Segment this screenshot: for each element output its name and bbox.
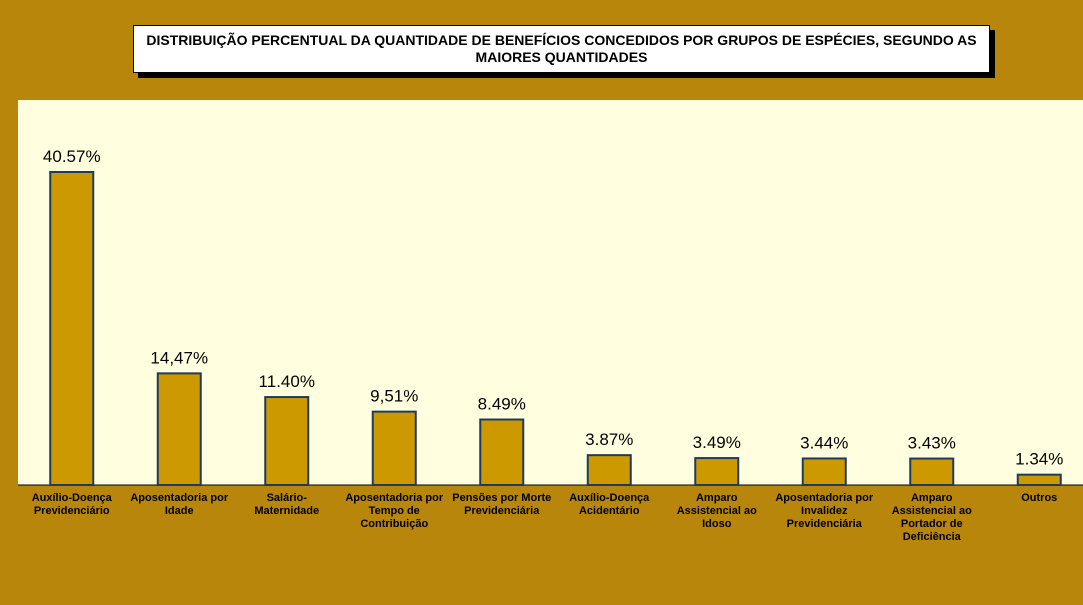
data-label: 3.87%	[585, 430, 633, 449]
bar	[586, 454, 632, 487]
bar	[479, 418, 525, 487]
bar	[156, 372, 202, 486]
data-label: 8.49%	[478, 394, 526, 413]
data-label: 11.40%	[259, 372, 315, 391]
x-tick-label: Pensões por Morte Previdenciária	[452, 492, 552, 517]
data-label: 9,51%	[370, 387, 418, 406]
bar	[694, 457, 740, 486]
data-label: 40.57%	[43, 147, 101, 166]
x-tick-label: Amparo Assistencial ao Idoso	[676, 492, 757, 530]
bar	[371, 410, 417, 486]
x-tick-label: Salário-Maternidade	[254, 492, 320, 517]
bar	[49, 171, 95, 486]
data-label: 1.34%	[1015, 450, 1063, 469]
bar	[909, 457, 955, 487]
bar	[801, 457, 847, 487]
x-tick-label: Aposentadoria por Tempo de Contribuição	[345, 492, 444, 530]
x-tick-label: Outros	[1021, 492, 1058, 504]
x-tick-label: Aposentadoria por Idade	[130, 492, 229, 517]
data-label: 3.44%	[800, 433, 848, 452]
x-tick-label: Auxílio-Doença Previdenciário	[31, 492, 112, 517]
bar	[264, 396, 310, 486]
x-tick-label: Aposentadoria por Invalidez Previdenciár…	[775, 492, 874, 530]
data-label: 3.43%	[908, 434, 956, 453]
bar	[1016, 473, 1062, 486]
x-tick-label: Auxílio-Doença Acidentário	[569, 492, 650, 517]
data-label: 3.49%	[693, 433, 741, 452]
data-label: 14,47%	[150, 348, 208, 367]
x-tick-label: Amparo Assistencial ao Portador de Defic…	[891, 492, 972, 543]
chart-title: DISTRIBUIÇÃO PERCENTUAL DA QUANTIDADE DE…	[133, 25, 990, 73]
